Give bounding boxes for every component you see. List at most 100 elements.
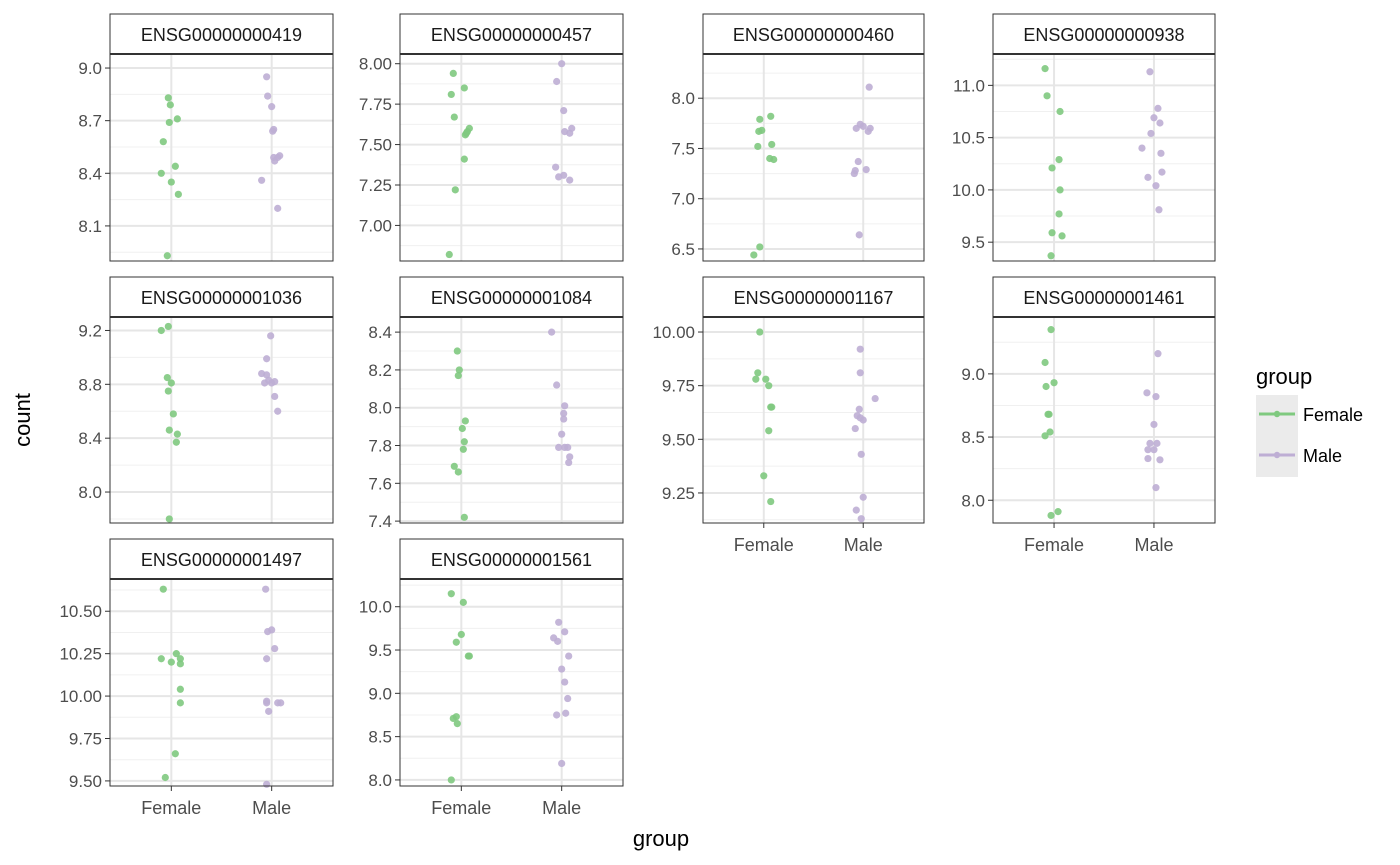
- point-female: [1047, 511, 1055, 520]
- point-female: [768, 140, 776, 149]
- point-female: [455, 366, 463, 374]
- point-male: [564, 443, 572, 452]
- point-female: [157, 326, 165, 335]
- point-female: [452, 638, 460, 646]
- facet-panel: ENSG00000001167 9.25 9.50 9.75 10.00 Female Ma…: [652, 276, 925, 555]
- y-tick-label: 9.0: [961, 365, 985, 384]
- point-female: [454, 468, 462, 476]
- y-tick-label: 8.4: [78, 164, 102, 183]
- facet-title: ENSG00000001461: [1023, 288, 1184, 308]
- point-male: [1146, 439, 1154, 447]
- x-tick-label: Male: [1134, 535, 1173, 555]
- point-female: [1047, 252, 1055, 260]
- legend-point-male: [1273, 451, 1281, 459]
- point-male: [564, 694, 572, 703]
- facet-panels: ENSG000000004198.18.48.79.0ENSG000000004…: [59, 13, 1216, 818]
- point-male: [855, 231, 863, 239]
- point-female: [765, 427, 773, 435]
- point-female: [452, 713, 460, 721]
- point-female: [163, 252, 171, 260]
- point-male: [851, 424, 859, 433]
- point-female: [465, 652, 473, 660]
- point-female: [447, 776, 455, 784]
- point-female: [172, 438, 180, 446]
- point-male: [1147, 129, 1155, 138]
- point-male: [554, 637, 562, 645]
- point-male: [852, 506, 860, 514]
- point-male: [1158, 168, 1166, 176]
- point-female: [1046, 428, 1054, 436]
- point-female: [176, 685, 184, 693]
- point-female: [451, 186, 459, 194]
- point-male: [560, 409, 568, 417]
- point-male: [1152, 182, 1160, 190]
- x-tick-label: Female: [141, 798, 201, 818]
- point-female: [164, 387, 172, 395]
- point-female: [1058, 232, 1066, 240]
- point-male: [548, 328, 556, 336]
- point-male: [264, 627, 272, 636]
- facet-title: ENSG00000001036: [141, 288, 302, 308]
- point-female: [447, 590, 455, 598]
- point-female: [756, 243, 764, 251]
- point-male: [555, 618, 563, 626]
- point-male: [271, 378, 279, 386]
- facet-panel: ENSG00000001497 9.50 9.75 10.00 10.25 10.50 Fe…: [59, 538, 334, 818]
- y-axis-title: count: [10, 393, 35, 447]
- point-male: [558, 430, 566, 438]
- point-male: [856, 369, 864, 377]
- point-male: [553, 381, 561, 389]
- point-male: [560, 415, 568, 423]
- point-female: [754, 142, 762, 151]
- point-female: [161, 773, 169, 782]
- point-male: [263, 355, 271, 363]
- y-tick-label: 9.75: [662, 377, 695, 396]
- point-female: [1041, 432, 1049, 440]
- point-female: [1056, 107, 1064, 116]
- point-female: [1055, 155, 1063, 164]
- point-female: [754, 369, 762, 377]
- point-female: [171, 750, 179, 758]
- facet-strip: [992, 13, 1216, 55]
- point-female: [460, 155, 468, 163]
- y-tick-label: 8.4: [78, 429, 102, 448]
- point-male: [558, 665, 566, 673]
- point-female: [173, 430, 181, 438]
- point-male: [859, 122, 867, 130]
- point-female: [173, 115, 181, 123]
- y-tick-label: 10.50: [59, 602, 102, 621]
- point-male: [1143, 389, 1151, 397]
- panel-background: [400, 317, 623, 523]
- y-tick-label: 7.75: [359, 95, 392, 114]
- point-male: [857, 450, 865, 458]
- facet-strip: [109, 13, 334, 55]
- facet-panel: ENSG00000001561 8.0 8.5 9.0 9.5 10.0 Female Mal…: [359, 538, 624, 818]
- y-tick-label: 7.00: [359, 216, 392, 235]
- legend-title: group: [1256, 364, 1312, 389]
- panel-background: [400, 54, 623, 261]
- point-male: [857, 515, 865, 523]
- point-female: [756, 328, 764, 336]
- point-male: [263, 73, 271, 81]
- point-female: [1056, 186, 1064, 194]
- point-male: [558, 60, 566, 68]
- point-female: [157, 169, 165, 177]
- facet-title: ENSG00000001167: [734, 288, 894, 308]
- x-tick-label: Male: [844, 535, 883, 555]
- y-tick-label: 8.4: [368, 323, 392, 342]
- y-tick-label: 8.5: [961, 428, 985, 447]
- point-male: [561, 128, 569, 136]
- point-male: [856, 345, 864, 353]
- facet-panel: ENSG00000000419 8.1 8.4 8.7 9.0: [78, 13, 334, 262]
- point-male: [864, 127, 872, 135]
- point-female: [165, 515, 173, 523]
- y-tick-label: 7.4: [368, 512, 392, 531]
- point-female: [767, 112, 775, 120]
- x-tick-label: Male: [542, 798, 581, 818]
- point-female: [447, 90, 455, 99]
- panel-background: [993, 317, 1215, 523]
- point-female: [460, 84, 468, 92]
- point-female: [457, 630, 465, 639]
- panel-background: [400, 579, 623, 786]
- point-female: [163, 373, 171, 382]
